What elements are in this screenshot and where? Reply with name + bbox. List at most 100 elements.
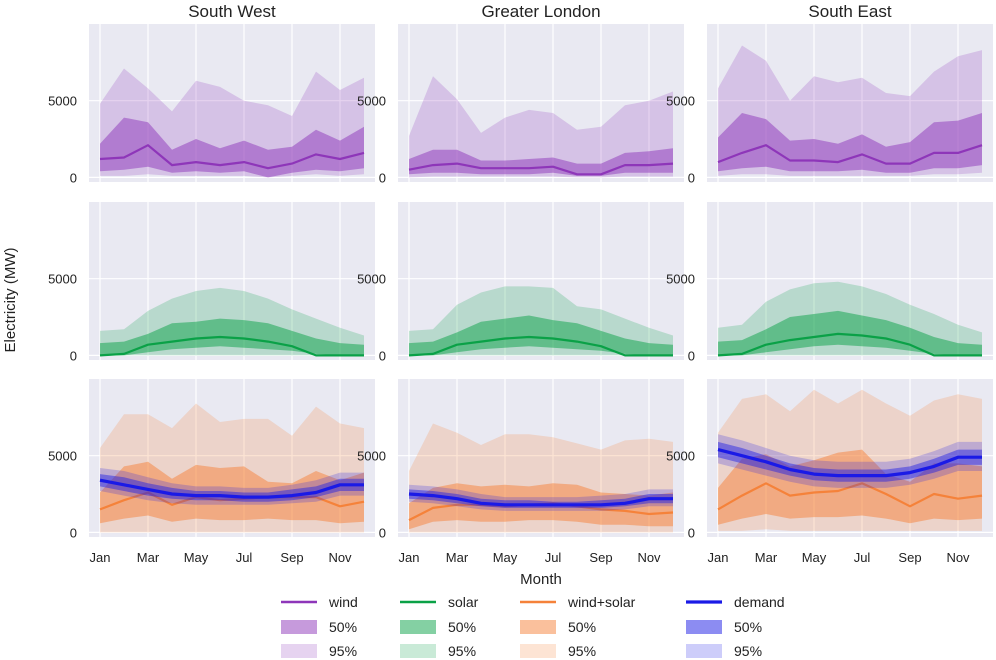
panel-south-west-combined-wind-solar-median-line: [99, 491, 365, 511]
x-tick-label: Nov: [946, 550, 970, 565]
legend-item-solar-line: solar: [400, 594, 479, 610]
y-tick-label: 0: [688, 525, 695, 540]
y-tick-label: 5000: [357, 272, 386, 287]
x-tick-label: Jan: [708, 550, 729, 565]
panel-south-west-solar-solar-median-line: [99, 335, 364, 357]
panel-south-west-combined-wind-solar-band-50: [100, 461, 364, 524]
panel-greater-london-wind-wind-band-95: [409, 76, 673, 178]
x-tick-label: Sep: [898, 550, 921, 565]
y-tick-label: 5000: [666, 272, 695, 287]
panel-title-south-west: South West: [188, 2, 276, 21]
y-tick-label: 0: [688, 348, 695, 363]
panel-greater-london-combined: 0 5000 Jan Mar May Jul Sep Nov: [357, 379, 684, 565]
panel-title-south-east: South East: [808, 2, 891, 21]
legend-label: wind: [328, 594, 358, 610]
legend-label: 50%: [448, 619, 476, 635]
panel-south-east-solar-solar-median-line: [717, 332, 982, 357]
y-tick-label: 5000: [666, 449, 695, 464]
panel-south-east-wind-wind-median-line: [717, 144, 983, 165]
panel-south-east-combined-wind-solar-median-line: [717, 482, 983, 511]
legend-swatch-band: [400, 620, 436, 634]
y-axis-label: Electricity (MW): [2, 248, 19, 353]
panel-titles: South West Greater London South East: [188, 2, 892, 21]
legend-item-solar-band95: 95%: [400, 643, 476, 659]
y-tick-label: 0: [379, 525, 386, 540]
legend-item-demand-line: demand: [686, 594, 785, 610]
panel-south-east-wind: 0 5000: [666, 24, 993, 185]
x-tick-label: Jul: [545, 550, 562, 565]
x-tick-label: Jan: [90, 550, 111, 565]
y-tick-label: 5000: [357, 94, 386, 109]
y-tick-label: 0: [70, 170, 77, 185]
legend-label: 95%: [568, 643, 596, 659]
x-tick-label: May: [493, 550, 518, 565]
legend-item-wind-band95: 95%: [281, 643, 357, 659]
legend-item-wind-band50: 50%: [281, 619, 357, 635]
legend-item-demand-band50: 50%: [686, 619, 762, 635]
legend-swatch-band: [281, 644, 317, 658]
y-tick-label: 5000: [666, 94, 695, 109]
x-tick-label: Mar: [137, 550, 160, 565]
panel-south-east-combined: 0 5000 Jan Mar May Jul Sep Nov: [666, 379, 993, 565]
subplot-grid: 0 5000 0 5000 0 5000 0 5000 0 5000 0 5000 0 5000 Jan Ma…: [48, 24, 993, 565]
y-tick-label: 5000: [48, 449, 77, 464]
legend-label: 50%: [734, 619, 762, 635]
panel-title-greater-london: Greater London: [481, 2, 600, 21]
x-tick-label: Nov: [328, 550, 352, 565]
panel-greater-london-wind: 0 5000: [357, 24, 684, 185]
legend-item-wind-solar-band95: 95%: [520, 643, 596, 659]
panel-south-east-solar-solar-band-50: [718, 310, 982, 356]
legend-swatch-band: [686, 644, 722, 658]
x-tick-label: Nov: [637, 550, 661, 565]
y-tick-label: 0: [688, 170, 695, 185]
legend-label: 50%: [329, 619, 357, 635]
legend-label: demand: [734, 594, 785, 610]
legend-swatch-band: [686, 620, 722, 634]
panel-greater-london-wind-wind-median-line: [408, 162, 674, 176]
y-tick-label: 0: [70, 348, 77, 363]
legend-swatch-band: [520, 620, 556, 634]
y-tick-label: 5000: [357, 449, 386, 464]
legend-label: wind+solar: [567, 594, 636, 610]
x-tick-label: May: [184, 550, 209, 565]
y-tick-label: 5000: [48, 94, 77, 109]
legend-item-wind-solar-band50: 50%: [520, 619, 596, 635]
y-tick-label: 0: [70, 525, 77, 540]
panel-greater-london-combined-demand-median-line: [408, 492, 673, 507]
panel-greater-london-solar: 0 5000: [357, 202, 684, 363]
legend-item-demand-band95: 95%: [686, 643, 762, 659]
panel-south-west-combined-demand-median-line: [99, 478, 364, 499]
legend-item-wind-solar-line: wind+solar: [520, 594, 636, 610]
legend-swatch-band: [400, 644, 436, 658]
panel-south-east-combined-demand-band-95: [718, 434, 982, 488]
x-tick-label: Jan: [399, 550, 420, 565]
panel-south-east-combined-demand-median-line: [717, 448, 982, 478]
legend-item-wind-line: wind: [281, 594, 358, 610]
x-tick-label: Jul: [236, 550, 253, 565]
legend-swatch-band: [520, 644, 556, 658]
y-tick-label: 5000: [48, 272, 77, 287]
legend-swatch-band: [281, 620, 317, 634]
panel-south-west-wind: 0 5000: [48, 24, 375, 185]
panel-south-west-solar: 0 5000: [48, 202, 375, 363]
legend-label: 95%: [734, 643, 762, 659]
panel-south-east-solar: 0 5000: [666, 202, 993, 363]
x-tick-label: Sep: [589, 550, 612, 565]
legend-label: solar: [448, 594, 479, 610]
panel-south-west-combined: 0 5000 Jan Mar May Jul Sep Nov: [48, 379, 375, 565]
y-tick-label: 0: [379, 170, 386, 185]
legend-label: 95%: [448, 643, 476, 659]
legend-label: 95%: [329, 643, 357, 659]
x-axis-label: Month: [520, 571, 562, 588]
legend-label: 50%: [568, 619, 596, 635]
panel-south-west-wind-wind-median-line: [99, 144, 365, 170]
panel-greater-london-solar-solar-median-line: [408, 335, 673, 357]
x-tick-label: Sep: [280, 550, 303, 565]
y-tick-label: 0: [379, 348, 386, 363]
panel-greater-london-wind-wind-band-50: [409, 148, 673, 176]
legend: wind 50% 95% solar 50% 95% wind+solar 50% 95% dem…: [281, 594, 785, 659]
x-tick-label: Mar: [755, 550, 778, 565]
x-tick-label: May: [802, 550, 827, 565]
x-tick-label: Jul: [854, 550, 871, 565]
